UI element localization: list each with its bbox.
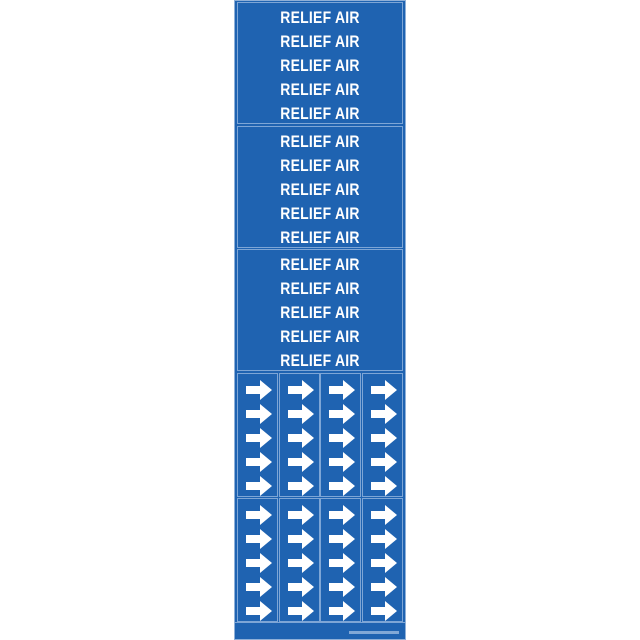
arrow-panel — [278, 498, 320, 622]
arrow-right-icon — [370, 601, 397, 621]
legend-text: RELIEF AIR — [280, 131, 360, 151]
arrow-right-icon — [329, 404, 355, 424]
legend-text: RELIEF AIR — [280, 351, 360, 370]
arrow-right-icon — [370, 404, 397, 424]
arrow-right-icon — [246, 380, 272, 400]
arrow-right-icon — [329, 505, 355, 525]
arrow-panel — [361, 373, 403, 497]
arrow-panel — [237, 373, 278, 497]
arrow-right-icon — [287, 505, 314, 525]
arrow-right-icon — [287, 380, 314, 400]
arrow-right-icon — [370, 428, 397, 448]
legend-text: RELIEF AIR — [280, 32, 360, 51]
arrow-right-icon — [287, 404, 314, 424]
arrow-right-icon — [246, 505, 272, 525]
legend-text: RELIEF AIR — [280, 179, 360, 199]
arrow-right-icon — [287, 476, 314, 496]
arrow-right-icon — [246, 428, 272, 448]
arrow-panel — [278, 373, 320, 497]
arrow-right-icon — [370, 505, 397, 525]
arrow-panel — [320, 373, 361, 497]
arrow-right-icon — [370, 476, 397, 496]
legend-text: RELIEF AIR — [280, 104, 360, 123]
arrow-right-icon — [287, 529, 314, 549]
arrow-right-icon — [329, 452, 355, 472]
arrow-panel — [361, 498, 403, 622]
arrow-right-icon — [287, 428, 314, 448]
arrow-right-icon — [287, 452, 314, 472]
arrow-right-icon — [329, 476, 355, 496]
brand-logo — [349, 631, 399, 634]
arrow-panel — [320, 498, 361, 622]
arrow-right-icon — [246, 601, 272, 621]
legend-text: RELIEF AIR — [280, 327, 360, 346]
legend-text: RELIEF AIR — [280, 80, 360, 99]
arrow-right-icon — [370, 577, 397, 597]
arrow-right-icon — [370, 529, 397, 549]
arrow-right-icon — [329, 553, 355, 573]
arrow-right-icon — [287, 577, 314, 597]
legend-panel: RELIEF AIR RELIEF AIR RELIEF AIR RELIEF AIR… — [237, 125, 403, 248]
legend-text: RELIEF AIR — [280, 203, 360, 223]
arrow-right-icon — [370, 452, 397, 472]
legend-text: RELIEF AIR — [280, 303, 360, 322]
legend-text: RELIEF AIR — [280, 8, 360, 27]
pipe-marker-card: RELIEF AIR RELIEF AIR RELIEF AIR RELIEF AIR… — [234, 0, 406, 640]
arrow-right-icon — [287, 553, 314, 573]
arrow-panel — [237, 498, 278, 622]
arrow-right-icon — [246, 476, 272, 496]
legend-text: RELIEF AIR — [280, 56, 360, 75]
arrow-right-icon — [329, 577, 355, 597]
arrow-right-icon — [287, 601, 314, 621]
arrow-right-icon — [246, 404, 272, 424]
legend-text: RELIEF AIR — [280, 155, 360, 175]
arrow-right-icon — [246, 577, 272, 597]
legend-text: RELIEF AIR — [280, 279, 360, 298]
arrow-right-icon — [370, 380, 397, 400]
arrow-right-icon — [329, 428, 355, 448]
arrow-right-icon — [370, 553, 397, 573]
card-footer — [235, 622, 405, 639]
legend-text: RELIEF AIR — [280, 227, 360, 247]
legend-panel: RELIEF AIR RELIEF AIR RELIEF AIR RELIEF AIR… — [237, 249, 403, 371]
arrow-right-icon — [246, 553, 272, 573]
arrow-right-icon — [246, 529, 272, 549]
legend-panel: RELIEF AIR RELIEF AIR RELIEF AIR RELIEF AIR… — [237, 2, 403, 124]
arrow-right-icon — [329, 380, 355, 400]
arrow-right-icon — [329, 529, 355, 549]
arrow-right-icon — [329, 601, 355, 621]
arrow-right-icon — [246, 452, 272, 472]
legend-text: RELIEF AIR — [280, 255, 360, 274]
